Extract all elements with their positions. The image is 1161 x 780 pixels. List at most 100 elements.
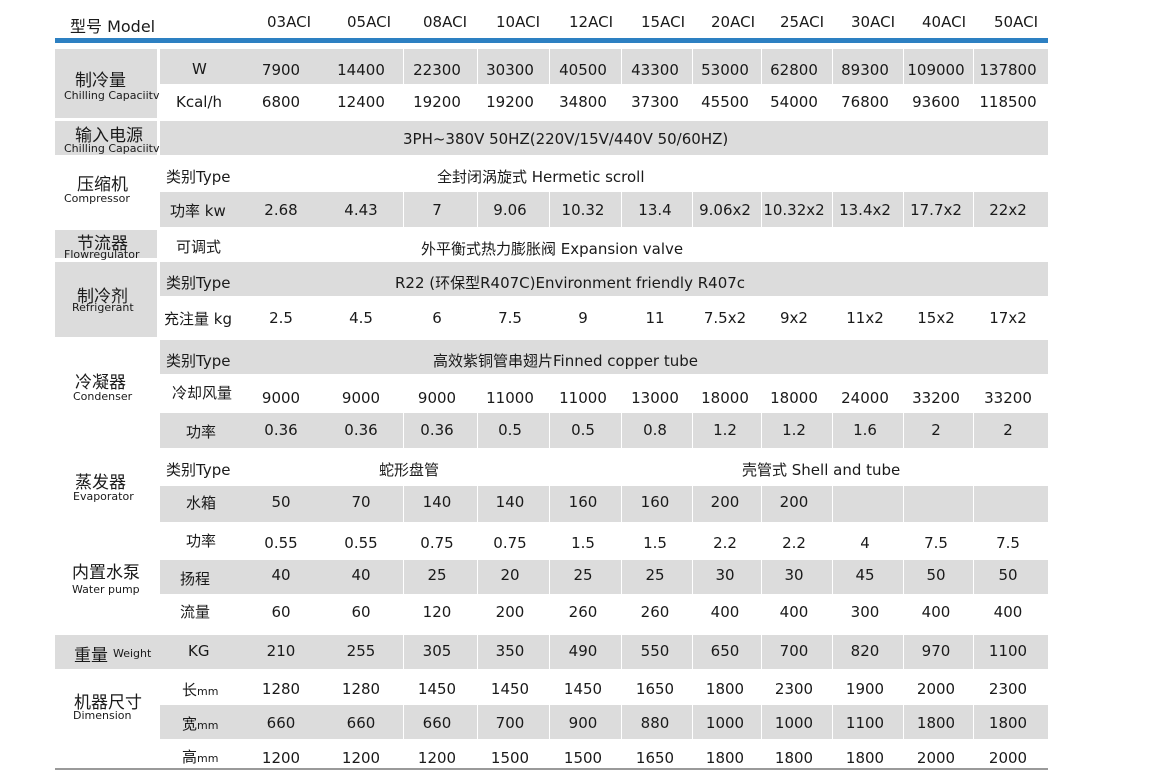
value-cell: 50 (926, 566, 946, 584)
value-cell: 1100 (988, 642, 1028, 660)
band-chilling-cat (55, 49, 157, 118)
column-separator (903, 560, 904, 594)
cat-dimension-en: Dimension (73, 709, 132, 722)
value-cell: 2.68 (264, 201, 298, 219)
column-separator (832, 486, 833, 522)
value-cell: 25 (573, 566, 593, 584)
column-separator (973, 296, 974, 337)
column-separator (832, 705, 833, 739)
value-cell: 0.5 (498, 421, 522, 439)
value-cell: 40 (351, 566, 371, 584)
value-cell: 200 (779, 493, 809, 511)
column-separator (903, 635, 904, 669)
value-cell: 1280 (341, 680, 381, 698)
value-cell: 118500 (979, 93, 1037, 111)
value-cell: 0.55 (344, 534, 378, 552)
value-cell: 1500 (563, 749, 603, 767)
column-separator (477, 705, 478, 739)
value-cell: 350 (495, 642, 525, 660)
value-cell: 900 (568, 714, 598, 732)
value-cell: 0.55 (264, 534, 298, 552)
cat-pump: 内置水泵 (72, 563, 140, 583)
column-separator (621, 635, 622, 669)
column-separator (692, 413, 693, 448)
column-separator (549, 49, 550, 84)
value-cell: 0.36 (264, 421, 298, 439)
label-w: W (192, 60, 207, 78)
value-cell: 50 (271, 493, 291, 511)
evaporator-type-a: 蛇形盘管 (379, 461, 440, 479)
value-cell: 820 (850, 642, 880, 660)
value-cell: 2000 (988, 749, 1028, 767)
value-cell: 70 (351, 493, 371, 511)
model-header-cell: 03ACI (267, 13, 311, 31)
model-label: 型号 Model (70, 17, 156, 36)
column-separator (403, 635, 404, 669)
label-condenser-air: 冷却风量 (172, 384, 233, 402)
value-cell: 120 (422, 603, 452, 621)
column-separator (621, 560, 622, 594)
value-cell: 13000 (631, 389, 679, 407)
column-separator (903, 413, 904, 448)
cat-weight: 重量 (74, 646, 108, 666)
value-cell: 200 (710, 493, 740, 511)
value-cell: 15x2 (917, 309, 955, 327)
value-cell: 10.32 (561, 201, 605, 219)
cat-compressor-en: Compressor (64, 192, 130, 205)
model-header-cell: 05ACI (347, 13, 391, 31)
column-separator (477, 413, 478, 448)
power-supply-value: 3PH~380V 50HZ(220V/15V/440V 50/60HZ) (403, 130, 729, 148)
value-cell: 1800 (705, 749, 745, 767)
value-cell: 14400 (337, 61, 385, 79)
value-cell: 1800 (916, 714, 956, 732)
value-cell: 11000 (486, 389, 534, 407)
value-cell: 9000 (261, 389, 301, 407)
value-cell: 2 (931, 421, 941, 439)
value-cell: 30300 (486, 61, 534, 79)
cat-refrigerant-en: Refrigerant (72, 301, 134, 314)
value-cell: 0.5 (571, 421, 595, 439)
value-cell: 4 (860, 534, 870, 552)
value-cell: 255 (346, 642, 376, 660)
value-cell: 9x2 (780, 309, 808, 327)
column-separator (621, 705, 622, 739)
column-separator (692, 486, 693, 522)
column-separator (477, 296, 478, 337)
value-cell: 1.2 (713, 421, 737, 439)
label-pump-power: 功率 (186, 532, 217, 550)
value-cell: 11000 (559, 389, 607, 407)
band-power (55, 121, 157, 155)
value-cell: 1800 (774, 749, 814, 767)
value-cell: 300 (850, 603, 880, 621)
value-cell: 17.7x2 (910, 201, 962, 219)
cat-flow: 节流器 (77, 234, 128, 254)
column-separator (692, 49, 693, 84)
value-cell: 7900 (261, 61, 301, 79)
value-cell: 1.6 (853, 421, 877, 439)
value-cell: 6 (432, 309, 442, 327)
value-cell: 660 (346, 714, 376, 732)
value-cell: 24000 (841, 389, 889, 407)
value-cell: 260 (640, 603, 670, 621)
column-separator (403, 486, 404, 522)
value-cell: 305 (422, 642, 452, 660)
value-cell: 9000 (417, 389, 457, 407)
value-cell: 76800 (841, 93, 889, 111)
value-cell: 18000 (701, 389, 749, 407)
band-weight (55, 635, 1048, 669)
column-separator (549, 192, 550, 227)
column-separator (621, 486, 622, 522)
value-cell: 7.5 (498, 309, 522, 327)
value-cell: 1.5 (571, 534, 595, 552)
model-header-cell: 08ACI (423, 13, 467, 31)
band-condenser-type (160, 340, 1048, 374)
label-dim-height: 高mm (182, 748, 219, 766)
value-cell: 1450 (417, 680, 457, 698)
value-cell: 9.06 (493, 201, 527, 219)
value-cell: 1200 (261, 749, 301, 767)
value-cell: 60 (351, 603, 371, 621)
value-cell: 140 (495, 493, 525, 511)
value-cell: 4.43 (344, 201, 378, 219)
cat-condenser: 冷凝器 (75, 373, 126, 393)
value-cell: 2.5 (269, 309, 293, 327)
